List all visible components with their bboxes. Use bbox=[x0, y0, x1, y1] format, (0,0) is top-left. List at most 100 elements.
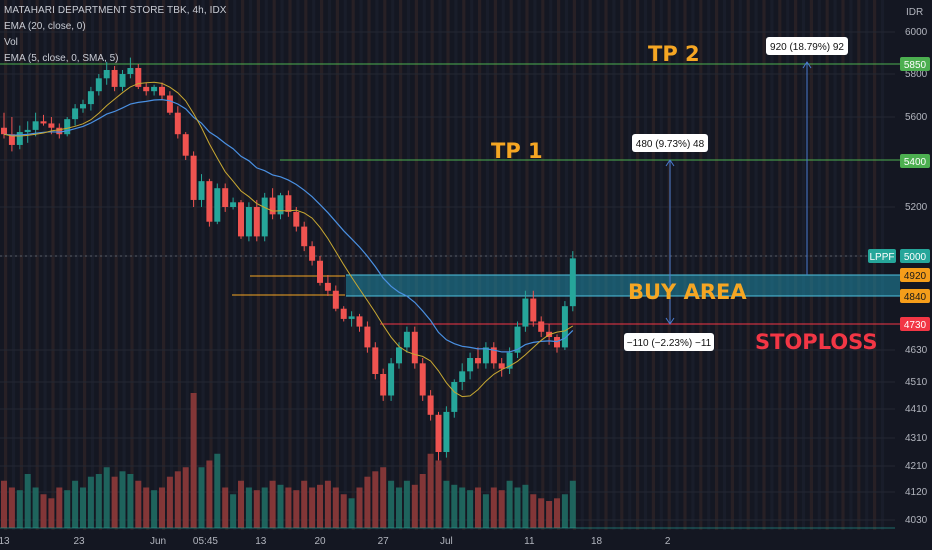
session-stripe bbox=[651, 0, 655, 530]
volume-bar bbox=[151, 490, 158, 528]
tag-lppf: LPPF 5000 bbox=[868, 249, 930, 263]
volume-bar bbox=[1, 480, 7, 528]
volume-bar bbox=[40, 494, 47, 528]
volume-bar bbox=[285, 487, 292, 528]
y-tick-label: 5600 bbox=[905, 112, 928, 123]
session-stripe bbox=[296, 0, 300, 530]
session-stripe bbox=[841, 0, 845, 530]
session-stripe bbox=[564, 0, 569, 530]
session-stripe bbox=[51, 0, 55, 530]
candle-body bbox=[372, 347, 379, 374]
session-stripe bbox=[525, 0, 529, 530]
candle-body bbox=[482, 347, 489, 364]
y-tick-label: 4210 bbox=[905, 461, 928, 472]
session-stripe bbox=[754, 0, 758, 530]
session-stripe bbox=[628, 0, 632, 530]
volume-bar bbox=[166, 476, 173, 528]
session-stripe bbox=[414, 0, 418, 530]
session-stripe bbox=[138, 0, 142, 530]
candle-body bbox=[182, 134, 189, 156]
candle-body bbox=[364, 326, 371, 348]
candle-body bbox=[111, 70, 118, 87]
candle-body bbox=[103, 70, 110, 79]
tag-last-text: 5000 bbox=[904, 252, 927, 263]
measure-text-tp2: 920 (18.79%) 92 bbox=[770, 42, 844, 53]
candle-body bbox=[198, 181, 205, 200]
candle-body bbox=[1, 127, 7, 135]
session-stripe bbox=[770, 0, 774, 530]
y-tick-label: 4410 bbox=[905, 404, 928, 415]
indicator-ema5[interactable]: EMA (5, close, 0, SMA, 5) bbox=[4, 53, 119, 64]
volume-bar bbox=[238, 480, 244, 528]
candle-body bbox=[143, 86, 150, 92]
volume-bar bbox=[475, 487, 481, 528]
measure-label-tp2: 920 (18.79%) 92 bbox=[766, 37, 848, 55]
session-stripe bbox=[478, 0, 482, 530]
y-tick-label: 4510 bbox=[905, 377, 928, 388]
measure-arrows[interactable] bbox=[665, 61, 812, 325]
volume-bar bbox=[24, 474, 31, 528]
session-stripe bbox=[880, 0, 885, 530]
measure-arrow-tp2-head bbox=[802, 61, 812, 69]
tp2-annotation: TP 2 bbox=[648, 42, 700, 66]
session-stripe bbox=[446, 0, 450, 530]
volume-bar bbox=[119, 471, 126, 528]
session-stripe bbox=[517, 0, 521, 530]
session-stripe bbox=[241, 0, 245, 530]
volume-bar bbox=[530, 494, 537, 528]
candle-body bbox=[166, 95, 173, 113]
session-stripe bbox=[675, 0, 679, 530]
session-stripe bbox=[59, 0, 63, 530]
session-stripe bbox=[422, 0, 426, 530]
session-stripe bbox=[280, 0, 284, 530]
x-tick-label: Jul bbox=[440, 536, 453, 547]
session-stripe bbox=[343, 0, 347, 530]
volume-bar bbox=[482, 494, 489, 528]
session-stripe bbox=[786, 0, 790, 530]
session-stripe bbox=[256, 0, 260, 530]
measure-text-tp1: 480 (9.73%) 48 bbox=[636, 139, 705, 150]
volume-bar bbox=[174, 471, 181, 528]
session-stripe bbox=[604, 0, 608, 530]
tag-buy-bottom-text: 4840 bbox=[904, 292, 927, 303]
session-stripe bbox=[130, 0, 134, 530]
candle-body bbox=[514, 326, 521, 353]
measure-label-stop: −110 (−2.23%) −11 bbox=[624, 333, 714, 351]
x-tick-label: 27 bbox=[378, 536, 390, 547]
indicator-vol[interactable]: Vol bbox=[4, 37, 18, 48]
session-stripe bbox=[588, 0, 592, 530]
session-stripe bbox=[90, 0, 95, 530]
ema20-line bbox=[3, 98, 574, 353]
session-stripe bbox=[454, 0, 458, 530]
tp1-annotation: TP 1 bbox=[491, 139, 543, 163]
session-stripe bbox=[406, 0, 411, 530]
session-stripe bbox=[351, 0, 355, 530]
tag-buy-top: 4920 bbox=[900, 268, 930, 282]
session-stripe bbox=[643, 0, 648, 530]
session-stripe bbox=[470, 0, 474, 530]
x-tick-label: 13 bbox=[0, 536, 10, 547]
candle-body bbox=[8, 134, 15, 145]
symbol-title[interactable]: MATAHARI DEPARTMENT STORE TBK, 4h, IDX bbox=[4, 5, 227, 16]
volume-bar bbox=[95, 474, 102, 528]
candle-body bbox=[261, 197, 268, 237]
candle-body bbox=[95, 78, 102, 92]
measure-arrow-stop-head bbox=[665, 317, 675, 325]
session-stripe bbox=[580, 0, 584, 530]
indicator-ema20[interactable]: EMA (20, close, 0) bbox=[4, 21, 86, 32]
session-stripe bbox=[359, 0, 363, 530]
volume-bar bbox=[427, 453, 434, 528]
volume-bar bbox=[135, 480, 142, 528]
candle-body bbox=[403, 331, 410, 348]
candle-body bbox=[475, 358, 481, 364]
tag-lppf-text: LPPF bbox=[869, 252, 894, 263]
x-tick-label: 05:45 bbox=[193, 536, 218, 547]
y-tick-label: 4310 bbox=[905, 433, 928, 444]
session-stripe bbox=[849, 0, 853, 530]
candle-body bbox=[206, 181, 213, 222]
candle-body bbox=[451, 382, 458, 412]
volume-bar bbox=[293, 490, 300, 528]
session-stripe bbox=[209, 0, 213, 530]
volume-bar bbox=[16, 490, 23, 528]
